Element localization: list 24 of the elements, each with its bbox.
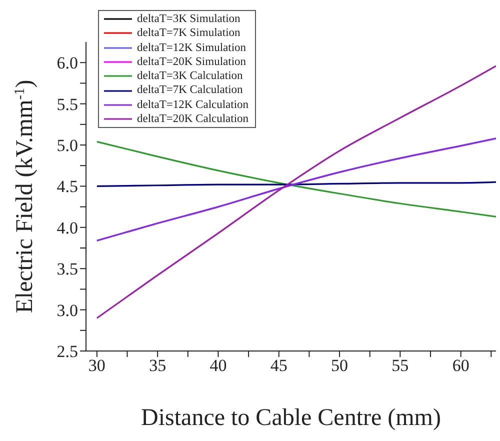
legend-label: deltaT=20K Simulation [137, 54, 246, 70]
x-tick-label: 55 [392, 356, 409, 376]
legend-label: deltaT=20K Calculation [137, 112, 249, 126]
y-tick-label: 4.0 [56, 218, 78, 238]
x-axis-title: Distance to Cable Centre (mm) [141, 405, 441, 431]
x-tick-label: 35 [149, 356, 166, 376]
legend-label: deltaT=12K Calculation [137, 98, 249, 112]
y-tick-label: 2.5 [56, 342, 78, 362]
x-tick-label: 60 [452, 356, 470, 376]
y-tick-label: 6.0 [56, 54, 78, 73]
y-tick-label: 4.5 [56, 177, 78, 196]
x-tick-label: 30 [88, 356, 106, 376]
legend-label: deltaT=7K Calculation [137, 83, 243, 98]
y-tick-label: 5.0 [56, 136, 78, 156]
y-tick-label: 3.5 [56, 260, 78, 279]
legend-label: deltaT=12K Simulation [137, 40, 246, 55]
y-tick-label: 5.5 [56, 94, 78, 114]
y-tick-label: 3.0 [56, 300, 78, 320]
x-tick-label: 40 [210, 356, 227, 376]
x-tick-label: 50 [331, 356, 348, 376]
legend-label: deltaT=7K Simulation [137, 26, 240, 41]
legend-label: deltaT=3K Calculation [137, 69, 243, 84]
x-tick-label: 45 [270, 356, 288, 376]
legend-label: deltaT=3K Simulation [137, 12, 240, 26]
